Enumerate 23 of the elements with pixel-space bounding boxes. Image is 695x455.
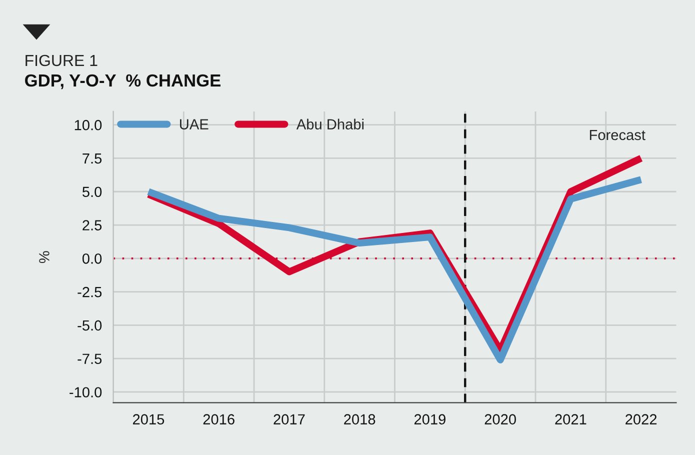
x-tick-label: 2021 <box>555 414 586 424</box>
y-tick-label: -10.0 <box>70 387 102 398</box>
y-tick-label: 2.5 <box>82 220 102 230</box>
x-tick-label: 2016 <box>203 414 234 424</box>
y-tick-label: 5.0 <box>82 186 102 198</box>
y-axis-title: % <box>39 251 50 264</box>
annotation: Forecast <box>590 130 646 140</box>
y-tick-label: 10.0 <box>74 120 102 130</box>
x-tick-label: 2017 <box>274 414 305 424</box>
y-tick-label: 7.5 <box>82 153 102 164</box>
legend-label: UAE <box>180 119 208 130</box>
x-tick-label: 2022 <box>626 414 657 424</box>
y-tick-label: 0.0 <box>82 254 102 264</box>
x-tick-label: 2018 <box>344 414 376 424</box>
chart-title: FIGURE 1 <box>26 54 98 66</box>
x-tick-label: 2015 <box>132 414 164 424</box>
x-tick-label: 2019 <box>414 414 446 424</box>
legend-label: Abu Dhabi <box>296 118 364 130</box>
y-tick-label: -7.5 <box>78 354 102 364</box>
y-tick-label: -2.5 <box>78 286 102 298</box>
x-tick-label: 2020 <box>484 414 516 424</box>
chart-subtitle: GDP, Y-O-Y % CHANGE <box>25 74 220 90</box>
y-tick-label: -5.0 <box>78 320 102 331</box>
